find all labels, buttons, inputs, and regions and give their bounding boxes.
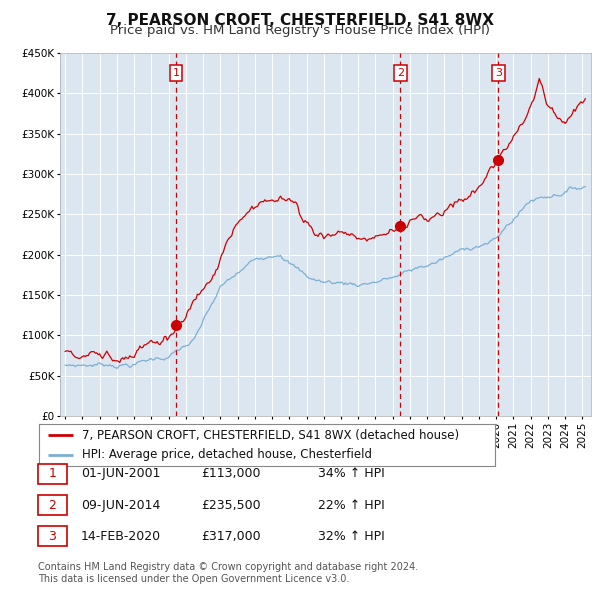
Text: Contains HM Land Registry data © Crown copyright and database right 2024.
This d: Contains HM Land Registry data © Crown c… [38, 562, 418, 584]
Text: 2: 2 [48, 499, 56, 512]
Text: 01-JUN-2001: 01-JUN-2001 [81, 467, 161, 480]
Text: 14-FEB-2020: 14-FEB-2020 [81, 530, 161, 543]
Text: 3: 3 [48, 530, 56, 543]
Text: Price paid vs. HM Land Registry's House Price Index (HPI): Price paid vs. HM Land Registry's House … [110, 24, 490, 37]
Text: 32% ↑ HPI: 32% ↑ HPI [318, 530, 385, 543]
Text: £317,000: £317,000 [201, 530, 260, 543]
Text: 3: 3 [495, 68, 502, 78]
Text: HPI: Average price, detached house, Chesterfield: HPI: Average price, detached house, Ches… [82, 448, 373, 461]
Text: 2: 2 [397, 68, 404, 78]
Text: £235,500: £235,500 [201, 499, 260, 512]
Text: 1: 1 [48, 467, 56, 480]
Text: 09-JUN-2014: 09-JUN-2014 [81, 499, 160, 512]
Text: 1: 1 [172, 68, 179, 78]
Text: £113,000: £113,000 [201, 467, 260, 480]
Text: 34% ↑ HPI: 34% ↑ HPI [318, 467, 385, 480]
Text: 7, PEARSON CROFT, CHESTERFIELD, S41 8WX (detached house): 7, PEARSON CROFT, CHESTERFIELD, S41 8WX … [82, 428, 460, 441]
Text: 22% ↑ HPI: 22% ↑ HPI [318, 499, 385, 512]
Text: 7, PEARSON CROFT, CHESTERFIELD, S41 8WX: 7, PEARSON CROFT, CHESTERFIELD, S41 8WX [106, 13, 494, 28]
